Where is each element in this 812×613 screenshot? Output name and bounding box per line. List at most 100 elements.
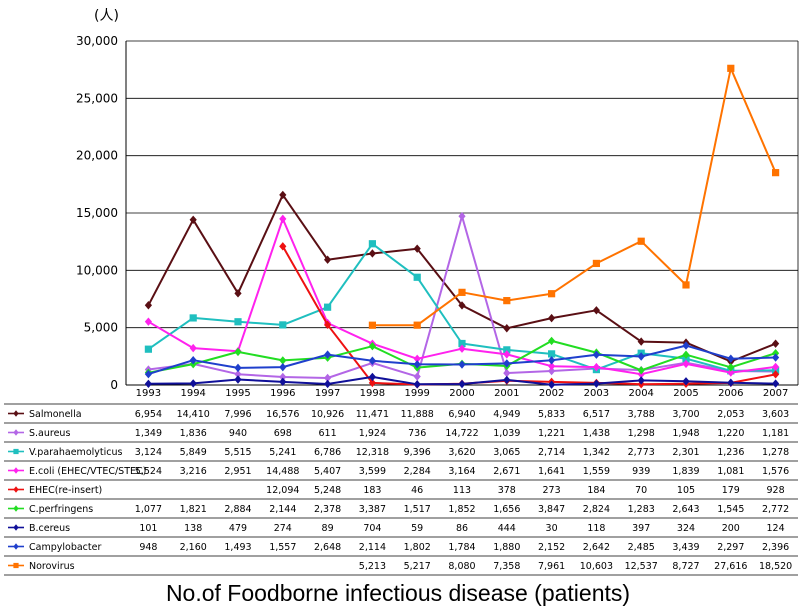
table-cell: 18,520 <box>759 561 792 572</box>
table-cell: 3,788 <box>628 409 655 420</box>
data-point <box>279 377 287 387</box>
table-cell: 12,318 <box>356 447 389 458</box>
y-tick-label: 25,000 <box>76 91 118 105</box>
table-cell: 704 <box>363 523 381 534</box>
table-cell: 124 <box>767 523 785 534</box>
series-name: E.coli (EHEC/VTEC/STEC) <box>29 466 146 477</box>
data-point <box>279 372 287 382</box>
data-point <box>189 379 197 388</box>
table-cell: 70 <box>635 485 647 496</box>
table-cell: 1,181 <box>762 428 789 439</box>
data-point <box>548 356 556 365</box>
table-cell: 1,576 <box>762 466 789 477</box>
table-cell: 1,349 <box>135 428 162 439</box>
data-point <box>189 343 197 353</box>
table-cell: 1,221 <box>538 428 565 439</box>
table-cell: 8,727 <box>672 561 699 572</box>
table-cell: 274 <box>274 523 292 534</box>
table-cell: 5,241 <box>269 447 296 458</box>
table-cell: 10,603 <box>580 561 613 572</box>
table-cell: 1,641 <box>538 466 565 477</box>
data-point <box>413 354 421 364</box>
x-tick-label: 1995 <box>225 388 250 399</box>
y-tick-label: 10,000 <box>76 263 118 277</box>
data-point <box>503 297 511 305</box>
table-cell: 2,160 <box>180 542 207 553</box>
table-cell: 1,545 <box>717 504 744 515</box>
table-cell: 86 <box>456 523 468 534</box>
table-cell: 11,888 <box>401 409 434 420</box>
data-point <box>234 289 242 298</box>
data-point <box>413 321 421 329</box>
table-cell: 1,438 <box>583 428 610 439</box>
table-cell: 2,301 <box>672 447 699 458</box>
table-cell: 928 <box>767 485 785 496</box>
data-point <box>503 324 511 333</box>
series-name: B.cereus <box>29 523 70 534</box>
table-cell: 3,216 <box>180 466 207 477</box>
data-point <box>279 356 287 365</box>
data-point <box>592 379 600 388</box>
table-cell: 378 <box>498 485 516 496</box>
table-cell: 2,772 <box>762 504 789 515</box>
table-cell: 2,824 <box>583 504 610 515</box>
table-cell: 1,298 <box>628 428 655 439</box>
table-cell: 1,283 <box>628 504 655 515</box>
table-cell: 3,387 <box>359 504 386 515</box>
x-tick-label: 2000 <box>449 388 474 399</box>
data-point <box>548 336 556 346</box>
data-point <box>727 64 735 72</box>
series-name: S.aureus <box>29 428 70 439</box>
table-cell: 12,537 <box>625 561 658 572</box>
table-cell: 1,342 <box>583 447 610 458</box>
data-point <box>727 378 735 387</box>
table-cell: 1,220 <box>717 428 744 439</box>
table-cell: 5,217 <box>404 561 431 572</box>
table-cell: 2,671 <box>493 466 520 477</box>
table-cell: 3,847 <box>538 504 565 515</box>
table-cell: 46 <box>411 485 423 496</box>
table-cell: 1,077 <box>135 504 162 515</box>
table-cell: 113 <box>453 485 471 496</box>
data-point <box>413 372 421 381</box>
table-cell: 273 <box>543 485 561 496</box>
table-cell: 1,802 <box>404 542 431 553</box>
data-point <box>503 375 511 385</box>
data-point <box>279 190 287 200</box>
x-tick-label: 2007 <box>763 388 788 399</box>
table-cell: 2,485 <box>628 542 655 553</box>
series-name: Campylobacter <box>29 542 101 553</box>
data-point <box>548 290 556 298</box>
table-cell: 1,821 <box>180 504 207 515</box>
table-cell: 5,524 <box>135 466 162 477</box>
legend-key-marker <box>13 562 19 569</box>
table-cell: 179 <box>722 485 740 496</box>
table-cell: 3,620 <box>448 447 475 458</box>
table-cell: 444 <box>498 523 516 534</box>
data-point <box>279 214 287 224</box>
series-line <box>372 67 777 327</box>
chart-caption: No.of Foodborne infectious disease (pati… <box>166 580 630 606</box>
table-cell: 7,996 <box>224 409 251 420</box>
data-point <box>637 237 645 245</box>
table-cell: 3,603 <box>762 409 789 420</box>
table-cell: 2,378 <box>314 504 341 515</box>
table-cell: 138 <box>184 523 202 534</box>
table-cell: 9,396 <box>404 447 431 458</box>
x-tick-label: 1999 <box>404 388 429 399</box>
data-point <box>548 380 556 389</box>
table-cell: 1,656 <box>493 504 520 515</box>
table-cell: 939 <box>632 466 650 477</box>
x-tick-label: 2001 <box>494 388 519 399</box>
data-point <box>368 249 376 258</box>
table-cell: 1,852 <box>448 504 475 515</box>
data-point <box>324 350 332 359</box>
data-point <box>189 314 197 322</box>
table-cell: 12,094 <box>266 485 299 496</box>
table-cell: 2,053 <box>717 409 744 420</box>
data-point <box>189 215 197 224</box>
data-point <box>279 321 287 329</box>
data-point <box>592 259 600 268</box>
table-cell: 30 <box>546 523 558 534</box>
table-cell: 7,961 <box>538 561 565 572</box>
